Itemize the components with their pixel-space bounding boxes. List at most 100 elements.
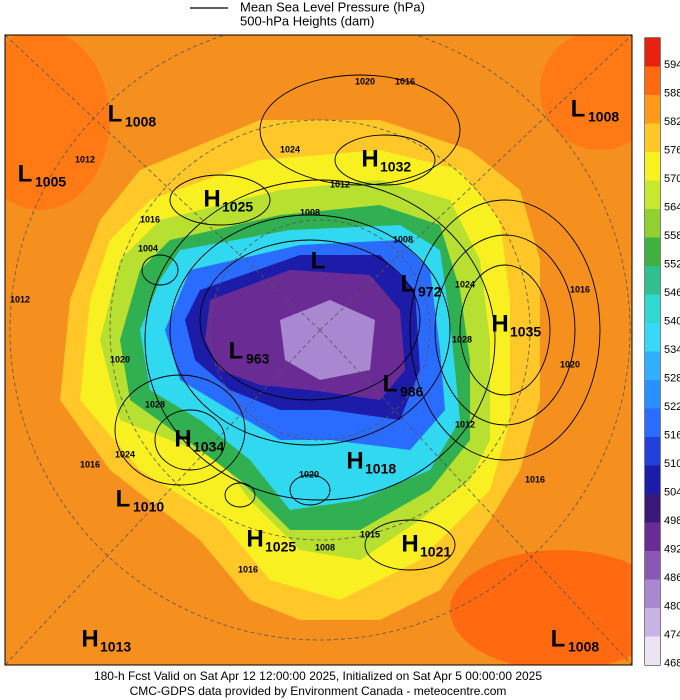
colorbar-label: 552: [664, 258, 680, 270]
contour-label: 1016: [140, 214, 160, 224]
colorbar-label: 510: [664, 458, 680, 470]
colorbar-label: 582: [664, 116, 680, 128]
colorbar-swatch: [645, 608, 660, 637]
colorbar-swatch: [645, 294, 660, 323]
center-value: 1008: [588, 109, 619, 125]
center-letter: L: [551, 625, 566, 652]
contour-label: 1024: [455, 279, 475, 289]
footer-text: CMC-GDPS data provided by Environment Ca…: [130, 684, 507, 698]
colorbar-label: 588: [664, 87, 680, 99]
center-value: 963: [246, 351, 270, 367]
legend-text: 500-hPa Heights (dam): [240, 13, 374, 28]
contour-label: 1012: [330, 179, 350, 189]
colorbar-label: 474: [664, 629, 680, 641]
center-letter: H: [174, 425, 191, 452]
center-value: 1005: [35, 174, 66, 190]
colorbar-swatch: [645, 180, 660, 209]
contour-label: 1008: [300, 207, 320, 217]
center-letter: L: [229, 337, 244, 364]
colorbar-label: 594: [664, 59, 680, 71]
map-border: [4, 34, 633, 666]
center-value: 1018: [365, 461, 396, 477]
colorbar-swatch: [645, 209, 660, 238]
contour-label: 1016: [525, 474, 545, 484]
center-value: 1032: [380, 159, 411, 175]
colorbar-swatch: [645, 266, 660, 295]
contour-label: 1024: [115, 449, 135, 459]
contour-label: 1016: [570, 284, 590, 294]
contour-label: 1024: [280, 144, 300, 154]
colorbar-swatch: [645, 351, 660, 380]
contour-label: 1028: [145, 399, 165, 409]
contour-label: 1016: [80, 459, 100, 469]
contour-label: 1028: [452, 334, 472, 344]
map: [5, 35, 632, 665]
colorbar-label: 576: [664, 144, 680, 156]
contour-label: 1012: [10, 294, 30, 304]
colorbar-swatch: [645, 437, 660, 466]
center-letter: L: [18, 160, 33, 187]
colorbar-label: 504: [664, 486, 680, 498]
contour-label: 1008: [393, 234, 413, 244]
colorbar-label: 558: [664, 230, 680, 242]
center-value: 1035: [510, 324, 541, 340]
colorbar-swatch: [645, 123, 660, 152]
center-value: 1008: [568, 639, 599, 655]
center-letter: L: [571, 95, 586, 122]
center-letter: H: [491, 310, 508, 337]
colorbar-swatch: [645, 636, 660, 665]
center-value: 1013: [100, 639, 131, 655]
center-letter: L: [311, 247, 326, 274]
colorbar-label: 516: [664, 429, 680, 441]
colorbar-swatch: [645, 408, 660, 437]
colorbar-label: 540: [664, 315, 680, 327]
center-letter: L: [401, 270, 416, 297]
contour-label: 1012: [455, 419, 475, 429]
contour-label: 1016: [238, 564, 258, 574]
colorbar-swatch: [645, 237, 660, 266]
center-value: 986: [400, 384, 424, 400]
center-value: 1010: [133, 499, 164, 515]
colorbar-swatch: [645, 323, 660, 352]
contour-label: 1008: [315, 542, 335, 552]
center-value: 1008: [125, 114, 156, 130]
colorbar-swatch: [645, 465, 660, 494]
contour-label: 1020: [299, 469, 319, 479]
legend-text: Mean Sea Level Pressure (hPa): [240, 0, 425, 14]
center-letter: H: [361, 145, 378, 172]
center-letter: H: [203, 185, 220, 212]
contour-label: 1015: [360, 529, 380, 539]
colorbar-label: 486: [664, 572, 680, 584]
contour-label: 1020: [355, 76, 375, 86]
colorbar-label: 528: [664, 372, 680, 384]
colorbar-swatch: [645, 551, 660, 580]
colorbar-label: 564: [664, 201, 680, 213]
colorbar-swatch: [645, 380, 660, 409]
center-letter: H: [346, 447, 363, 474]
center-letter: H: [246, 525, 263, 552]
colorbar-swatch: [645, 494, 660, 523]
colorbar-swatch: [645, 38, 660, 67]
colorbar-swatch: [645, 579, 660, 608]
center-value: 972: [418, 284, 442, 300]
colorbar-swatch: [645, 522, 660, 551]
colorbar-label: 492: [664, 543, 680, 555]
center-letter: L: [383, 370, 398, 397]
colorbar-label: 522: [664, 401, 680, 413]
center-letter: H: [81, 625, 98, 652]
center-value: 1025: [265, 539, 296, 555]
colorbar-label: 480: [664, 600, 680, 612]
colorbar-label: 570: [664, 173, 680, 185]
colorbar-swatch: [645, 152, 660, 181]
footer-text: 180-h Fcst Valid on Sat Apr 12 12:00:00 …: [94, 669, 542, 683]
center-value: 1021: [420, 544, 451, 560]
center-value: 1034: [193, 439, 224, 455]
colorbar-swatch: [645, 66, 660, 95]
colorbar-swatch: [645, 95, 660, 124]
contour-label: 1020: [560, 359, 580, 369]
center-letter: L: [116, 485, 131, 512]
center-value: 1025: [222, 199, 253, 215]
contour-label: 1012: [75, 154, 95, 164]
